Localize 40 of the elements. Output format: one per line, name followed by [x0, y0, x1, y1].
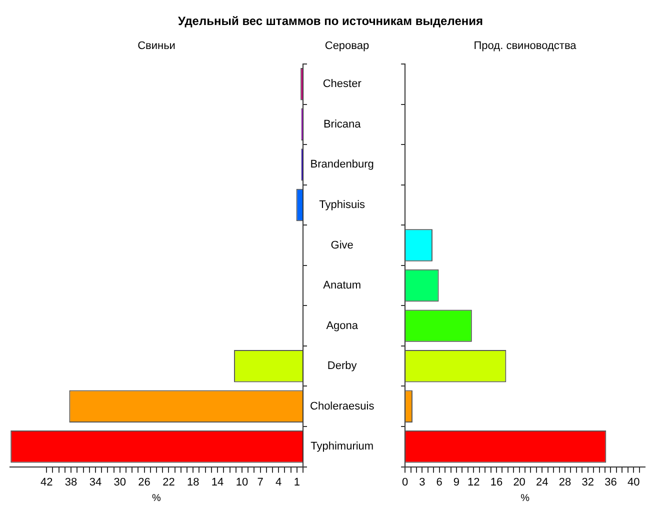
x-tick-label: 3: [419, 476, 426, 488]
x-tick-label: 40: [627, 476, 640, 488]
y-tick-label: Derby: [327, 360, 358, 372]
x-tick-label: 18: [187, 476, 200, 488]
x-tick-label: 14: [211, 476, 224, 488]
x-tick-label: 7: [257, 476, 264, 488]
x-tick-label: 9: [453, 476, 460, 488]
x-tick-label: 16: [490, 476, 503, 488]
x-tick-label: 4: [276, 476, 282, 488]
x-tick-label: 0: [402, 476, 408, 488]
text: Удельный вес штаммов по источникам выделения: [176, 13, 484, 30]
x-tick-label: 10: [236, 476, 248, 488]
x-tick-label: 30: [114, 476, 126, 488]
chart-subtitle: Прод. свиноводства: [474, 40, 578, 52]
x-tick-label: 1: [294, 476, 300, 488]
y-tick-label: Brandenburg: [310, 158, 374, 171]
y-tick-label: Typhimurium: [310, 440, 374, 453]
x-axis-title: %: [520, 492, 530, 504]
y-tick-label: Give: [330, 239, 354, 252]
chart-subtitle: Свиньи: [138, 40, 176, 52]
y-tick-label: Choleraesuis: [310, 400, 375, 412]
y-tick-label: Anatum: [323, 280, 362, 292]
x-tick-label: 38: [64, 476, 78, 488]
x-tick-label: 32: [582, 476, 594, 488]
x-tick-label: 12: [467, 476, 480, 488]
x-tick-label: 28: [558, 476, 572, 488]
x-tick-label: 42: [40, 476, 53, 488]
y-tick-label: Typhisuis: [319, 199, 366, 212]
x-tick-label: 34: [89, 476, 102, 488]
y-tick-label: Bricana: [323, 118, 362, 130]
x-tick-label: 26: [138, 476, 150, 488]
x-tick-label: 22: [162, 476, 175, 488]
y-tick-label: Agona: [326, 320, 359, 332]
y-tick-label: Chester: [322, 78, 362, 90]
x-tick-label: 6: [436, 476, 442, 488]
x-axis-title: %: [152, 492, 162, 504]
x-tick-label: 24: [536, 476, 548, 488]
x-tick-label: 20: [513, 476, 526, 488]
x-tick-label: 36: [604, 476, 617, 488]
y-axis-title: Серовар: [324, 40, 370, 52]
